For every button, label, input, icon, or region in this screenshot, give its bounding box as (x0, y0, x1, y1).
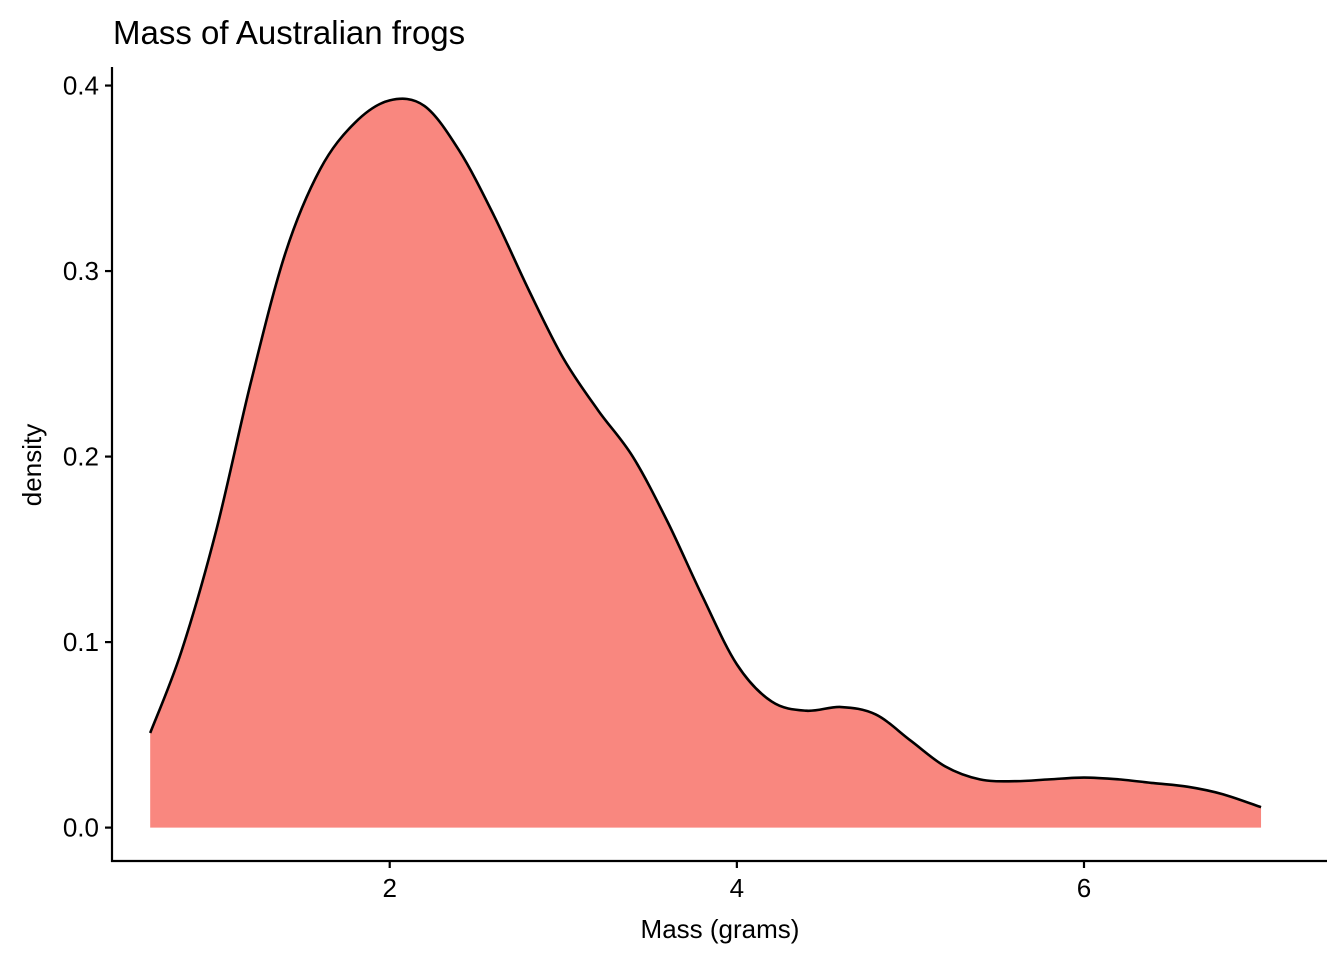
x-tick-label: 4 (730, 873, 744, 903)
chart-title: Mass of Australian frogs (113, 14, 465, 51)
y-tick-label: 0.2 (63, 442, 99, 472)
x-tick-label: 2 (382, 873, 396, 903)
x-axis-title: Mass (grams) (641, 914, 800, 944)
x-tick-label: 6 (1077, 873, 1091, 903)
x-axis-ticks: 2 4 6 (382, 861, 1091, 903)
density-outline (148, 97, 1262, 809)
y-axis-title: density (17, 424, 47, 506)
y-axis-ticks: 0.0 0.1 0.2 0.3 0.4 (63, 71, 112, 843)
y-tick-label: 0.3 (63, 256, 99, 286)
plot-area (148, 97, 1262, 828)
y-tick-label: 0.1 (63, 627, 99, 657)
density-area (150, 98, 1262, 828)
y-tick-label: 0.4 (63, 71, 99, 101)
y-tick-label: 0.0 (63, 813, 99, 843)
